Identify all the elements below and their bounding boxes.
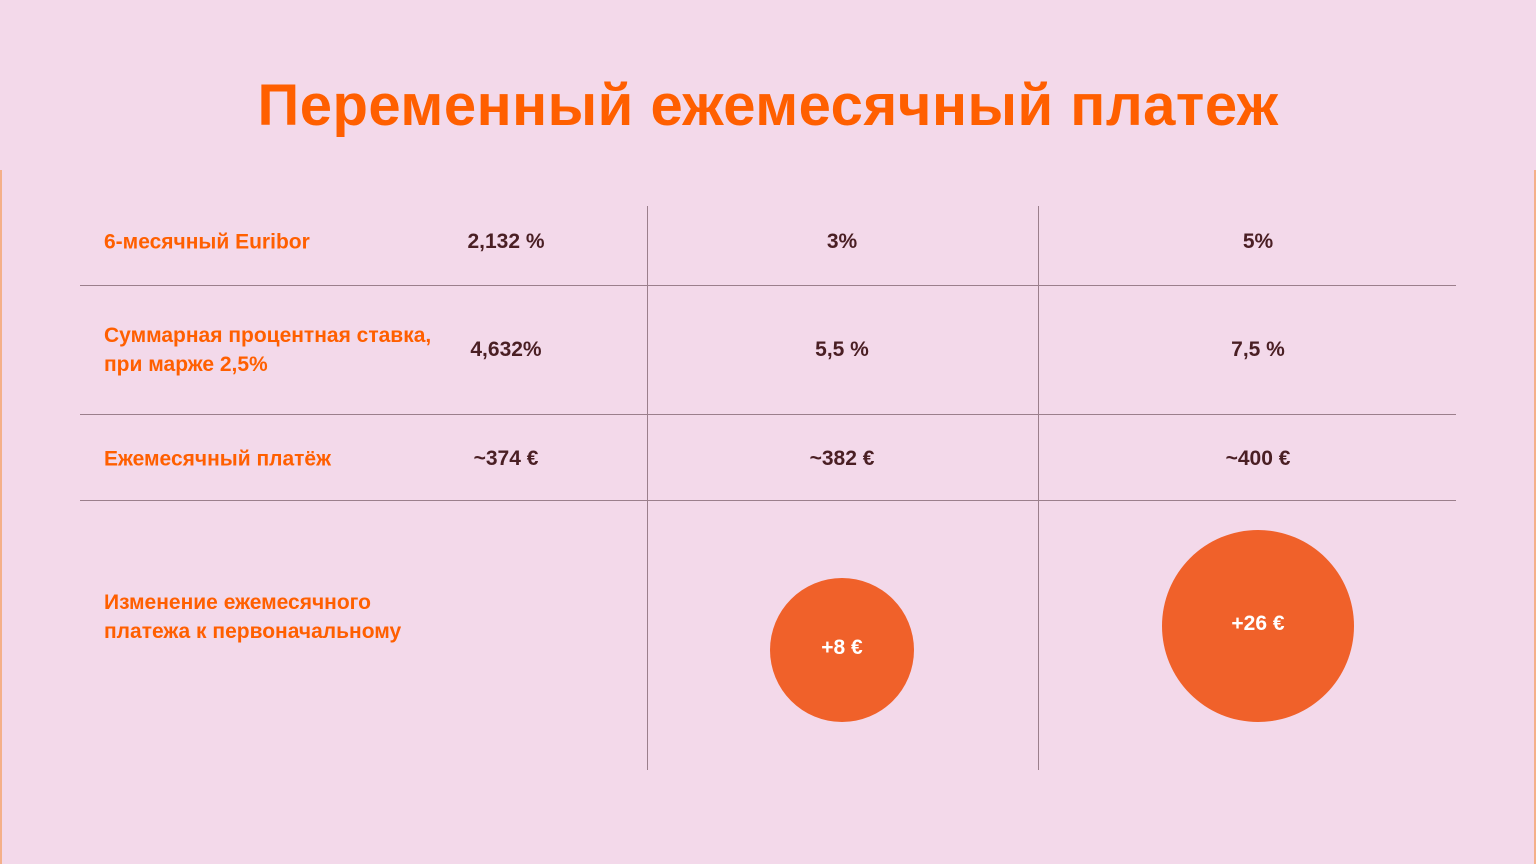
change-value: +8 € xyxy=(821,636,863,659)
edge-line xyxy=(0,170,2,864)
row-label: Ежемесячный платёж xyxy=(104,447,332,471)
edge-line xyxy=(1534,170,1536,864)
cell-value: 2,132 % xyxy=(467,230,545,253)
change-circle xyxy=(770,578,914,722)
row-divider xyxy=(80,285,1456,286)
cell-value: 5% xyxy=(1242,230,1274,253)
row-label: Суммарная процентная ставка, при марже 2… xyxy=(104,324,432,376)
cell-value: 4,632% xyxy=(470,338,542,361)
cell-value: 3% xyxy=(826,230,858,253)
cell-value: ~400 € xyxy=(1225,447,1291,470)
row-divider xyxy=(80,414,1456,415)
title: Переменный ежемесячный платеж xyxy=(257,73,1279,138)
cell-value: ~374 € xyxy=(473,447,539,470)
row-label: 6-месячный Euribor xyxy=(104,230,310,254)
cell-value: ~382 € xyxy=(809,447,875,470)
cell-value: 5,5 % xyxy=(815,338,869,361)
cell-value: 7,5 % xyxy=(1231,338,1285,361)
row-label: Изменение ежемесячного платежа к первона… xyxy=(104,591,402,643)
column-divider xyxy=(647,206,648,770)
row-divider xyxy=(80,500,1456,501)
change-circle xyxy=(1162,530,1354,722)
column-divider xyxy=(1038,206,1039,770)
change-value: +26 € xyxy=(1231,612,1285,635)
